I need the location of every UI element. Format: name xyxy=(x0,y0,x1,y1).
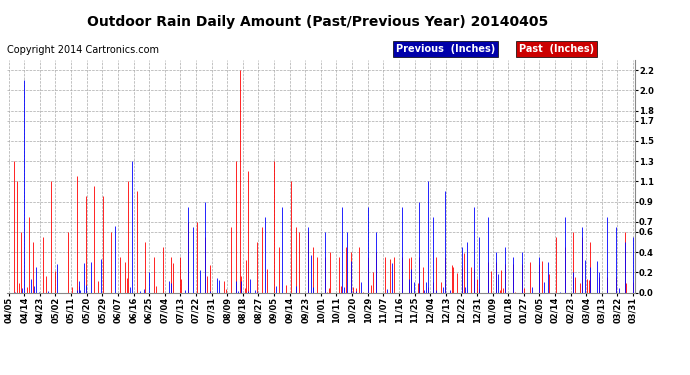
Text: Copyright 2014 Cartronics.com: Copyright 2014 Cartronics.com xyxy=(7,45,159,56)
Text: Previous  (Inches): Previous (Inches) xyxy=(396,44,495,54)
Text: Outdoor Rain Daily Amount (Past/Previous Year) 20140405: Outdoor Rain Daily Amount (Past/Previous… xyxy=(87,15,548,29)
Text: Past  (Inches): Past (Inches) xyxy=(519,44,594,54)
